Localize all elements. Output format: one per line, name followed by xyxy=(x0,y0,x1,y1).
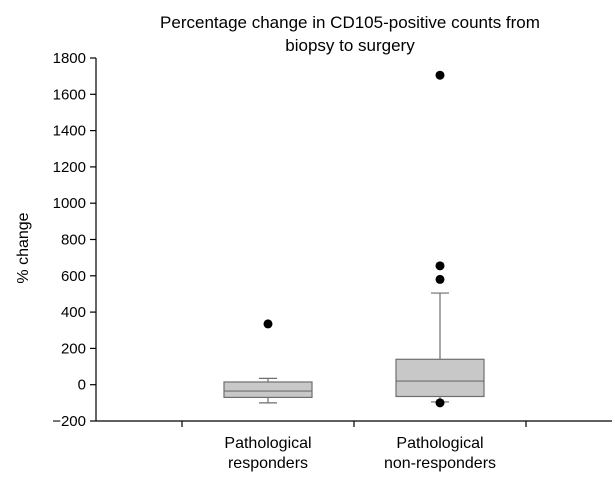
y-tick-label: −200 xyxy=(52,413,86,430)
chart-title-line-2: biopsy to surgery xyxy=(285,36,415,55)
chart-title-line-1: Percentage change in CD105-positive coun… xyxy=(160,13,540,32)
x-category-label: Pathological xyxy=(396,435,483,452)
y-tick-label: 0 xyxy=(78,377,86,394)
chart-title: Percentage change in CD105-positive coun… xyxy=(160,13,540,55)
y-tick-label: 200 xyxy=(61,340,86,357)
y-tick-label: 1600 xyxy=(53,86,86,103)
outlier-point xyxy=(435,398,445,408)
outlier-point xyxy=(435,274,445,284)
y-tick-label: 800 xyxy=(61,232,86,249)
x-category-labels: Pathological responders Pathological non-re… xyxy=(224,435,496,472)
outlier-point xyxy=(435,261,445,271)
x-category-label: non-responders xyxy=(384,455,496,472)
axes xyxy=(95,58,612,427)
y-tick-label: 400 xyxy=(61,304,86,321)
y-tick-label: 1200 xyxy=(53,159,86,176)
y-tick-label: 1800 xyxy=(53,50,86,67)
y-tick-label: 1400 xyxy=(53,123,86,140)
y-tick-label: 600 xyxy=(61,268,86,285)
outlier-point xyxy=(435,70,445,80)
box-iqr xyxy=(395,358,485,398)
boxes xyxy=(223,70,485,408)
y-ticks: −200 0 200 400 600 800 1000 1200 1400 1600 1800 xyxy=(52,50,96,430)
outlier-point xyxy=(263,319,273,329)
y-axis-label: % change xyxy=(15,212,32,283)
box-iqr xyxy=(223,381,313,399)
x-category-label: Pathological xyxy=(224,435,311,452)
y-tick-label: 1000 xyxy=(53,195,86,212)
x-category-label: responders xyxy=(228,455,308,472)
box-group xyxy=(395,70,485,408)
box-group xyxy=(223,319,313,404)
